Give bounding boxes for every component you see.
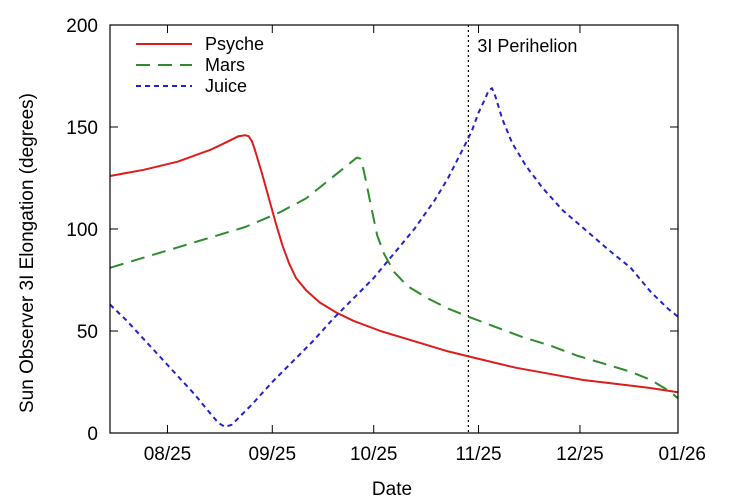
series-line-psyche — [109, 134, 679, 394]
perihelion-label: 3I Perihelion — [477, 36, 577, 56]
legend-label-psyche: Psyche — [205, 34, 264, 54]
series-line-mars — [109, 156, 679, 400]
y-tick-label: 200 — [66, 16, 98, 37]
annotation-layer: 3I Perihelion — [467, 25, 577, 433]
y-tick-label: 150 — [66, 118, 98, 139]
x-tick-label: 12/25 — [556, 444, 604, 465]
series-line-juice — [109, 87, 679, 428]
legend-label-mars: Mars — [205, 55, 245, 75]
x-tick-label: 01/26 — [658, 444, 706, 465]
y-tick-label: 100 — [66, 220, 98, 241]
legend-label-juice: Juice — [205, 76, 247, 96]
y-axis-label: Sun Observer 3I Elongation (degrees) — [17, 93, 38, 413]
x-tick-label: 10/25 — [350, 444, 398, 465]
x-axis-label: Date — [372, 479, 412, 500]
y-tick-label: 50 — [77, 322, 98, 343]
y-tick-label: 0 — [87, 424, 98, 445]
axes-layer: 0 50 100 150 200 08/25 09/25 10/25 11/25 12/25 01/… — [66, 16, 706, 465]
x-tick-label: 11/25 — [455, 444, 501, 465]
x-tick-label: 08/25 — [144, 444, 192, 465]
series-layer — [109, 87, 679, 428]
x-tick-label: 09/25 — [249, 444, 297, 465]
